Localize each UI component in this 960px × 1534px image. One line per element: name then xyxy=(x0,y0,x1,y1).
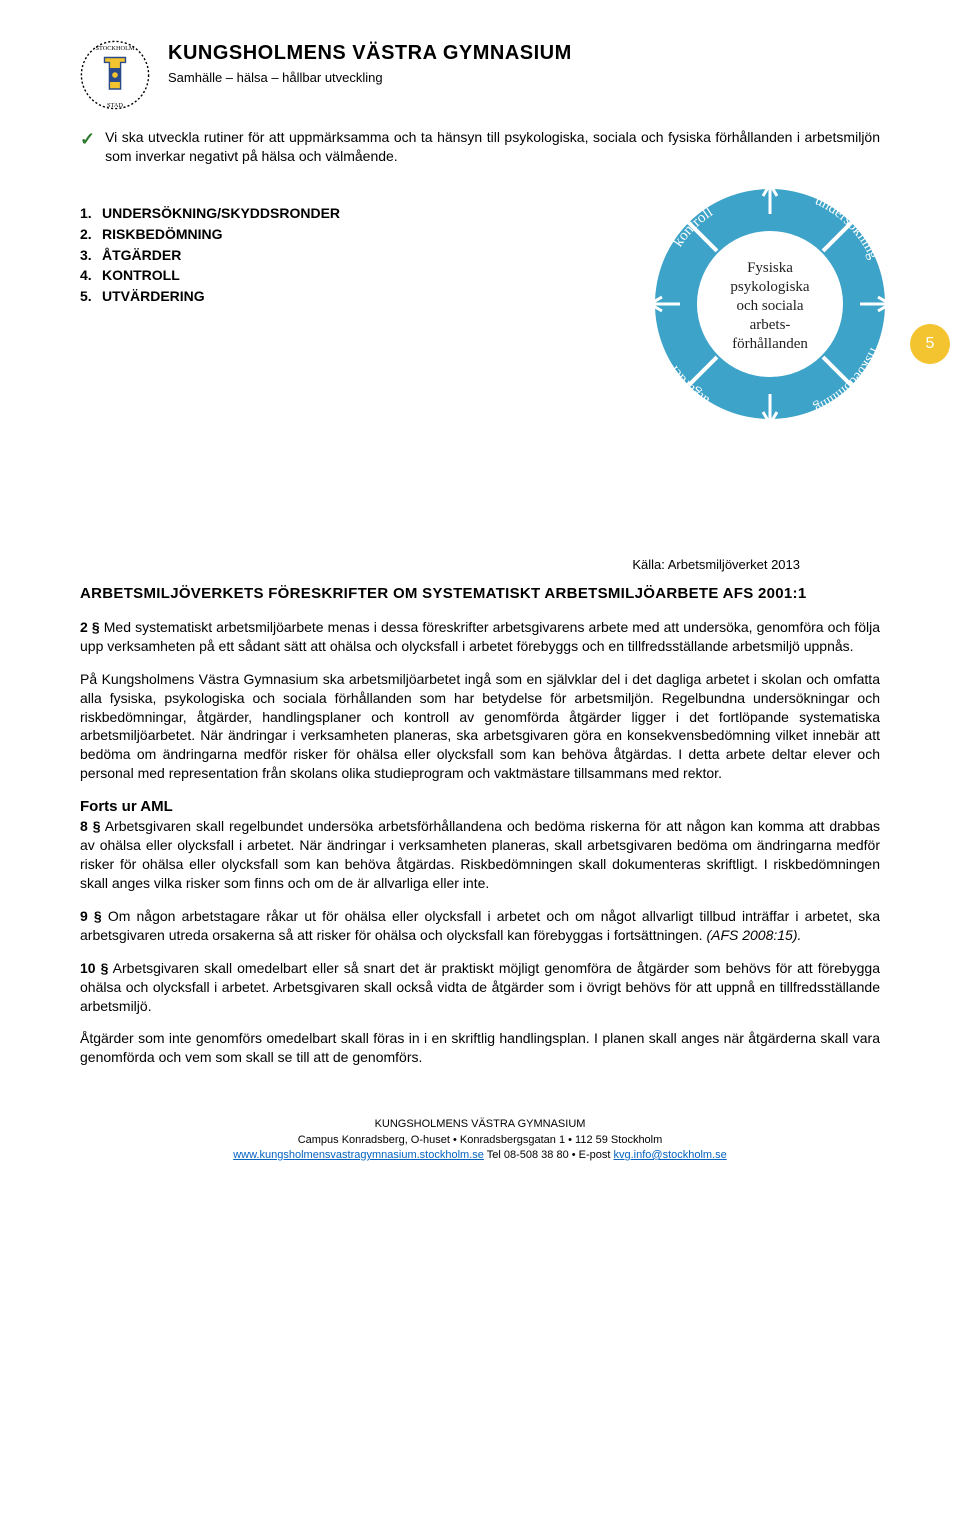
process-list: 1.UNDERSÖKNING/SKYDDSRONDER 2.RISKBEDÖMNI… xyxy=(80,204,340,308)
paragraph-2: 2 § Med systematiskt arbetsmiljöarbete m… xyxy=(80,618,880,656)
para1-text: Med systematiskt arbetsmiljöarbete menas… xyxy=(80,619,880,654)
footer-mid: Tel 08-508 38 80 • E-post xyxy=(484,1149,614,1161)
stockholm-logo: STOCKHOLM STAD xyxy=(80,40,150,110)
page-number-badge: 5 xyxy=(910,324,950,364)
para1-lead: 2 § xyxy=(80,619,100,635)
process-cycle-diagram: undersökning riskbedömning åtgärder kont… xyxy=(620,154,920,454)
svg-text:STAD: STAD xyxy=(107,102,123,109)
paragraph-kvg: På Kungsholmens Västra Gymnasium ska arb… xyxy=(80,670,880,783)
process-step: 3.ÅTGÄRDER xyxy=(80,246,340,265)
para5-text: Arbetsgivaren skall omedelbart eller så … xyxy=(80,960,880,1014)
process-step: 2.RISKBEDÖMNING xyxy=(80,225,340,244)
page-footer: KUNGSHOLMENS VÄSTRA GYMNASIUM Campus Kon… xyxy=(80,1117,880,1163)
school-tagline: Samhälle – hälsa – hållbar utveckling xyxy=(168,69,572,87)
paragraph-9: 9 § Om någon arbetstagare råkar ut för o… xyxy=(80,907,880,945)
paragraph-10: 10 § Arbetsgivaren skall omedelbart elle… xyxy=(80,959,880,1016)
center-4: arbets- xyxy=(750,317,791,333)
diagram-caption: Källa: Arbetsmiljöverket 2013 xyxy=(80,556,880,574)
footer-line2: Campus Konradsberg, O-huset • Konradsber… xyxy=(80,1133,880,1148)
para5-lead: 10 § xyxy=(80,960,108,976)
header-text: KUNGSHOLMENS VÄSTRA GYMNASIUM Samhälle –… xyxy=(168,40,572,87)
checkmark-icon: ✓ xyxy=(80,130,95,148)
sub-heading: Forts ur AML xyxy=(80,797,880,817)
para3-lead: 8 § xyxy=(80,818,101,834)
footer-line3: www.kungsholmensvastragymnasium.stockhol… xyxy=(80,1148,880,1163)
paragraph-plan: Åtgärder som inte genomförs omedelbart s… xyxy=(80,1029,880,1067)
para4-cite: (AFS 2008:15). xyxy=(706,927,801,943)
center-3: och sociala xyxy=(736,298,803,314)
footer-line1: KUNGSHOLMENS VÄSTRA GYMNASIUM xyxy=(80,1117,880,1132)
school-name: KUNGSHOLMENS VÄSTRA GYMNASIUM xyxy=(168,40,572,67)
footer-link-2[interactable]: kvg.info@stockholm.se xyxy=(614,1149,727,1161)
section-heading: ARBETSMILJÖVERKETS FÖRESKRIFTER OM SYSTE… xyxy=(80,584,880,604)
process-step: 5.UTVÄRDERING xyxy=(80,287,340,306)
page-header: STOCKHOLM STAD KUNGSHOLMENS VÄSTRA GYMNA… xyxy=(80,40,880,110)
process-step: 4.KONTROLL xyxy=(80,266,340,285)
svg-text:STOCKHOLM: STOCKHOLM xyxy=(95,45,134,52)
para3-text: Arbetsgivaren skall regelbundet undersök… xyxy=(80,818,880,891)
center-5: förhållanden xyxy=(732,336,808,352)
page-number: 5 xyxy=(926,333,935,355)
footer-link-1[interactable]: www.kungsholmensvastragymnasium.stockhol… xyxy=(233,1149,484,1161)
paragraph-8: 8 § Arbetsgivaren skall regelbundet unde… xyxy=(80,817,880,893)
process-row: 1.UNDERSÖKNING/SKYDDSRONDER 2.RISKBEDÖMNI… xyxy=(80,184,880,318)
process-step: 1.UNDERSÖKNING/SKYDDSRONDER xyxy=(80,204,340,223)
center-2: psykologiska xyxy=(730,279,810,295)
center-1: Fysiska xyxy=(747,260,793,276)
para4-lead: 9 § xyxy=(80,908,102,924)
